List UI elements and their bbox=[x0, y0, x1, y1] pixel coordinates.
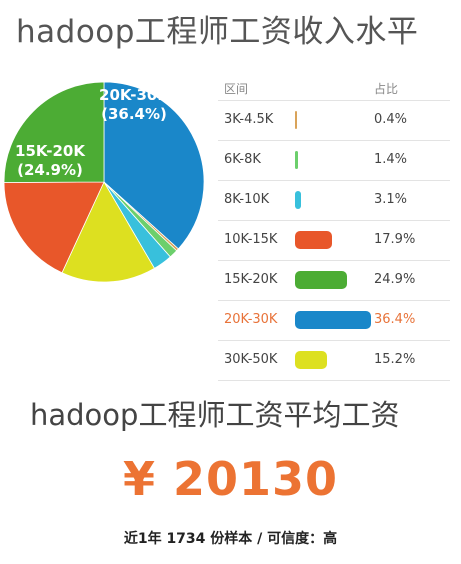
ratio-bar bbox=[295, 311, 371, 329]
ratio-bar bbox=[295, 191, 302, 209]
pie-label-15K-20K: 15K-20K (24.9%) bbox=[15, 142, 86, 179]
ratio-bar bbox=[295, 111, 297, 129]
salary-distribution-table: 区间 占比 3K-4.5K 0.4% 6K-8K 1.4% 8K-10K 3.1% 10K-… bbox=[218, 78, 450, 381]
table-row: 30K-50K 15.2% bbox=[218, 341, 450, 381]
table-header: 区间 占比 bbox=[218, 78, 450, 101]
table-row: 10K-15K 17.9% bbox=[218, 221, 450, 261]
ratio-value: 36.4% bbox=[374, 312, 416, 327]
table-rows: 3K-4.5K 0.4% 6K-8K 1.4% 8K-10K 3.1% 10K-15K 17.… bbox=[218, 101, 450, 381]
range-label: 20K-30K bbox=[224, 312, 278, 327]
table-row: 20K-30K 36.4% bbox=[218, 301, 450, 341]
table-row: 3K-4.5K 0.4% bbox=[218, 101, 450, 141]
range-label: 8K-10K bbox=[224, 192, 270, 207]
header-ratio: 占比 bbox=[374, 82, 399, 96]
range-label: 6K-8K bbox=[224, 152, 261, 167]
range-label: 3K-4.5K bbox=[224, 112, 274, 127]
range-label: 30K-50K bbox=[224, 352, 278, 367]
ratio-value: 1.4% bbox=[374, 152, 408, 167]
chart-title: hadoop工程师工资收入水平 bbox=[16, 14, 419, 50]
table-row: 6K-8K 1.4% bbox=[218, 141, 450, 181]
ratio-value: 3.1% bbox=[374, 192, 408, 207]
range-label: 15K-20K bbox=[224, 272, 278, 287]
ratio-bar bbox=[295, 271, 347, 289]
pie-slice-30K-50K bbox=[61, 181, 155, 283]
pie-slice-20K-30K bbox=[103, 81, 205, 250]
average-salary-title: hadoop工程师工资平均工资 bbox=[30, 398, 400, 432]
pie-slice-10K-15K bbox=[3, 181, 105, 274]
ratio-bar bbox=[295, 151, 298, 169]
ratio-value: 17.9% bbox=[374, 232, 416, 247]
salary-pie-chart: 20K-30K (36.4%) 15K-20K (24.9%) bbox=[3, 81, 205, 283]
sample-info: 近1年 1734 份样本 / 可信度：高 bbox=[123, 531, 338, 547]
ratio-value: 0.4% bbox=[374, 112, 408, 127]
ratio-value: 24.9% bbox=[374, 272, 416, 287]
ratio-value: 15.2% bbox=[374, 352, 416, 367]
range-label: 10K-15K bbox=[224, 232, 278, 247]
table-row: 8K-10K 3.1% bbox=[218, 181, 450, 221]
table-row: 15K-20K 24.9% bbox=[218, 261, 450, 301]
header-range: 区间 bbox=[224, 82, 249, 96]
pie-label-20K-30K: 20K-30K (36.4%) bbox=[99, 86, 170, 123]
average-salary-value: ¥ 20130 bbox=[122, 452, 339, 506]
pie-slice-15K-20K bbox=[3, 81, 105, 183]
ratio-bar bbox=[295, 351, 327, 369]
ratio-bar bbox=[295, 231, 333, 249]
